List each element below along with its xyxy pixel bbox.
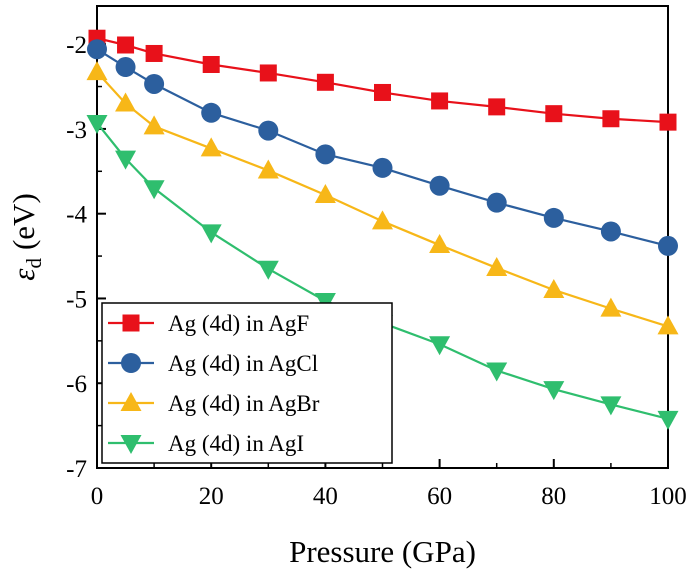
data-point bbox=[201, 102, 222, 123]
data-point bbox=[115, 92, 137, 112]
x-tick-label: 20 bbox=[199, 483, 224, 510]
data-point bbox=[115, 57, 136, 78]
data-point bbox=[431, 92, 449, 110]
legend-item: Ag (4d) in AgF bbox=[108, 311, 309, 336]
x-tick-label: 0 bbox=[91, 483, 104, 510]
data-point bbox=[374, 83, 391, 101]
data-point bbox=[259, 64, 277, 82]
data-point bbox=[602, 110, 620, 128]
data-point bbox=[600, 221, 621, 242]
legend: Ag (4d) in AgF Ag (4d) in AgCl Ag (4d) in … bbox=[101, 302, 393, 464]
data-point bbox=[545, 105, 563, 123]
data-point bbox=[543, 278, 565, 298]
legend-label: Ag (4d) in AgI bbox=[168, 431, 304, 456]
data-point bbox=[600, 297, 622, 317]
data-point bbox=[87, 39, 107, 60]
x-tick-label: 60 bbox=[427, 483, 452, 510]
y-axis-subscript: d bbox=[22, 258, 46, 269]
data-point bbox=[486, 362, 508, 382]
series-4 bbox=[86, 114, 679, 430]
data-point bbox=[486, 256, 508, 276]
data-point bbox=[429, 234, 451, 254]
data-point bbox=[143, 115, 165, 135]
data-point bbox=[488, 98, 506, 116]
data-point bbox=[372, 210, 393, 230]
data-point bbox=[202, 55, 220, 73]
data-point bbox=[86, 61, 108, 81]
legend-label: Ag (4d) in AgF bbox=[168, 311, 309, 336]
legend-marker bbox=[120, 435, 142, 454]
legend-marker bbox=[122, 314, 140, 332]
data-point bbox=[117, 36, 135, 54]
x-tick-label: 80 bbox=[541, 483, 566, 510]
svg-text:εd(eV): εd (eV) bbox=[6, 193, 46, 281]
data-point bbox=[659, 113, 677, 131]
data-point bbox=[429, 336, 451, 356]
data-point bbox=[257, 159, 279, 179]
y-tick-label: -6 bbox=[66, 371, 87, 398]
series-1 bbox=[88, 29, 677, 131]
data-point bbox=[316, 73, 334, 91]
series-line bbox=[96, 37, 669, 124]
data-point bbox=[258, 120, 279, 141]
y-tick-label: -2 bbox=[66, 32, 87, 59]
data-point bbox=[600, 396, 622, 416]
data-point bbox=[145, 44, 163, 62]
data-point bbox=[115, 150, 137, 170]
legend-marker bbox=[120, 392, 142, 411]
data-point bbox=[315, 144, 336, 165]
series-2 bbox=[87, 39, 678, 256]
series-layer bbox=[86, 29, 679, 430]
data-point bbox=[143, 180, 165, 200]
legend-box bbox=[101, 302, 393, 464]
y-axis-symbol: ε bbox=[6, 268, 41, 281]
data-point bbox=[486, 192, 507, 213]
data-point bbox=[657, 315, 679, 335]
data-point bbox=[200, 137, 222, 157]
data-point bbox=[657, 410, 679, 430]
data-point bbox=[144, 73, 165, 94]
data-point bbox=[543, 381, 565, 401]
legend-item: Ag (4d) in AgCl bbox=[108, 351, 318, 376]
series-3 bbox=[86, 61, 679, 335]
data-point bbox=[314, 184, 336, 204]
data-point bbox=[86, 114, 108, 134]
legend-label: Ag (4d) in AgBr bbox=[168, 391, 320, 416]
axis-ticks: 0 20 40 60 80 100 -7 -6 -5 -4 -3 -2 bbox=[66, 32, 687, 510]
y-tick-label: -4 bbox=[66, 202, 87, 229]
data-point bbox=[200, 224, 222, 244]
x-tick-label: 100 bbox=[649, 483, 687, 510]
legend-label: Ag (4d) in AgCl bbox=[168, 351, 318, 376]
x-tick-label: 40 bbox=[313, 483, 338, 510]
series-line bbox=[96, 71, 669, 328]
data-point bbox=[429, 175, 450, 196]
y-axis-unit: (eV) bbox=[6, 193, 41, 250]
y-tick-label: -7 bbox=[66, 456, 87, 483]
legend-item: Ag (4d) in AgI bbox=[108, 431, 304, 456]
y-tick-label: -5 bbox=[66, 286, 87, 313]
data-point bbox=[658, 235, 678, 256]
legend-marker bbox=[121, 353, 141, 373]
data-point bbox=[543, 207, 564, 228]
data-point bbox=[372, 157, 393, 178]
y-tick-label: -3 bbox=[66, 117, 87, 144]
data-point bbox=[257, 260, 279, 280]
legend-item: Ag (4d) in AgBr bbox=[108, 391, 320, 416]
y-axis-title: εd (eV) bbox=[6, 193, 46, 281]
x-axis-title: Pressure (GPa) bbox=[289, 534, 476, 569]
